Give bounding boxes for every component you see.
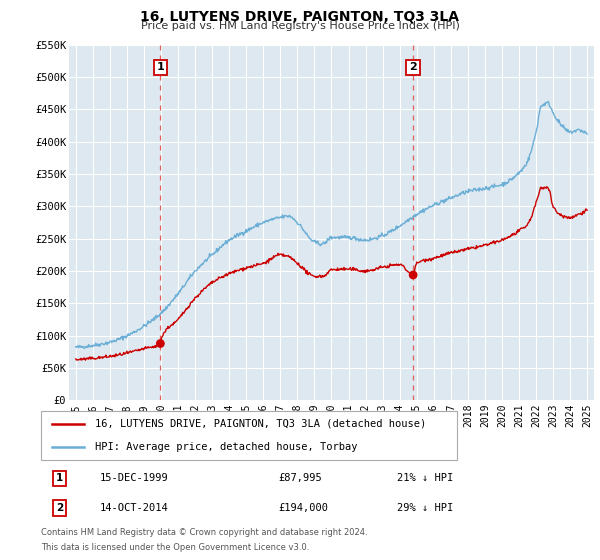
Text: HPI: Average price, detached house, Torbay: HPI: Average price, detached house, Torb… [95,442,358,452]
Text: 29% ↓ HPI: 29% ↓ HPI [397,503,454,513]
Text: 1: 1 [157,62,164,72]
Text: 21% ↓ HPI: 21% ↓ HPI [397,473,454,483]
Text: £194,000: £194,000 [278,503,328,513]
Text: 16, LUTYENS DRIVE, PAIGNTON, TQ3 3LA: 16, LUTYENS DRIVE, PAIGNTON, TQ3 3LA [140,10,460,24]
Text: Price paid vs. HM Land Registry's House Price Index (HPI): Price paid vs. HM Land Registry's House … [140,21,460,31]
Text: Contains HM Land Registry data © Crown copyright and database right 2024.: Contains HM Land Registry data © Crown c… [41,528,367,537]
Text: 2: 2 [56,503,64,513]
Text: This data is licensed under the Open Government Licence v3.0.: This data is licensed under the Open Gov… [41,543,309,552]
Text: £87,995: £87,995 [278,473,322,483]
Text: 15-DEC-1999: 15-DEC-1999 [100,473,169,483]
Point [155,339,165,348]
Text: 16, LUTYENS DRIVE, PAIGNTON, TQ3 3LA (detached house): 16, LUTYENS DRIVE, PAIGNTON, TQ3 3LA (de… [95,419,426,429]
Text: 1: 1 [56,473,64,483]
Text: 14-OCT-2014: 14-OCT-2014 [100,503,169,513]
Text: 2: 2 [409,62,417,72]
Point [409,270,418,279]
FancyBboxPatch shape [41,411,457,460]
